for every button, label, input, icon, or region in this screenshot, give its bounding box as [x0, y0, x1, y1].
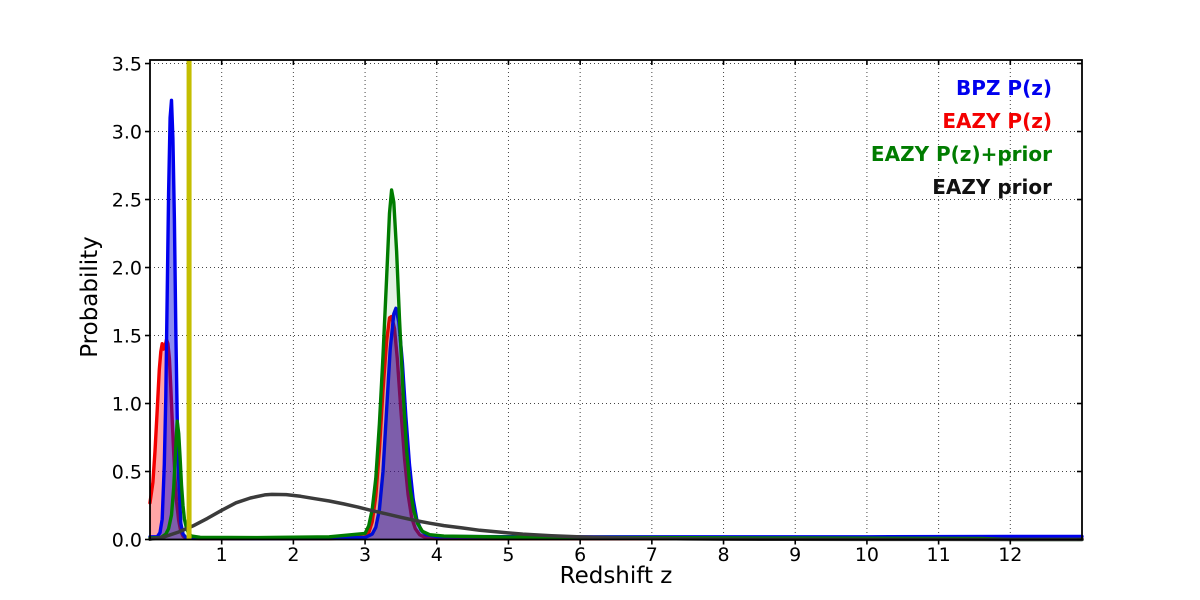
x-tick-label-4: 4: [431, 544, 443, 566]
axes-frame: [145, 59, 1083, 545]
series-fill-eazy-p-z-prior: [150, 190, 1082, 540]
y-axis-label: Probability: [77, 236, 103, 358]
y-tick-label-2.0: 2.0: [112, 258, 142, 280]
x-tick-label-5: 5: [502, 544, 514, 566]
x-tick-label-10: 10: [855, 544, 879, 566]
y-tick-label-3.5: 3.5: [112, 54, 142, 76]
x-tick-label-3: 3: [359, 544, 371, 566]
x-tick-label-8: 8: [717, 544, 729, 566]
series-line-eazy-prior: [148, 492, 1084, 542]
x-tick-label-2: 2: [287, 544, 299, 566]
y-tick-label-0.5: 0.5: [112, 462, 142, 484]
series-line-eazy-p-z: [148, 314, 1084, 541]
grid: [150, 60, 1082, 540]
legend-item-eazy-pz-prior: EAZY P(z)+prior: [870, 142, 1052, 166]
y-tick-label-2.5: 2.5: [112, 190, 142, 212]
legend-item-eazy-prior: EAZY prior: [932, 175, 1052, 199]
series-line-eazy-p-z-prior: [148, 188, 1084, 542]
tick-labels: 1 2 3 4 5 6 7 8 9 10 11 120.00.51.01.52.02.53.03.5: [112, 54, 1023, 566]
x-tick-label-12: 12: [998, 544, 1022, 566]
legend-item-bpz-pz: BPZ P(z): [956, 76, 1052, 100]
y-tick-label-1.5: 1.5: [112, 326, 142, 348]
plot-frame: [149, 59, 1083, 541]
x-tick-label-11: 11: [927, 544, 951, 566]
x-tick-label-9: 9: [789, 544, 801, 566]
y-tick-label-3.0: 3.0: [112, 122, 142, 144]
series-fill-eazy-p-z: [150, 316, 1082, 540]
x-tick-label-1: 1: [216, 544, 228, 566]
x-tick-label-7: 7: [646, 544, 658, 566]
x-tick-label-6: 6: [574, 544, 586, 566]
legend-item-eazy-pz: EAZY P(z): [942, 109, 1052, 133]
y-tick-label-0.0: 0.0: [112, 530, 142, 552]
x-axis-label: Redshift z: [559, 563, 673, 589]
y-tick-label-1.0: 1.0: [112, 394, 142, 416]
legend: BPZ P(z) EAZY P(z) EAZY P(z)+prior EAZY …: [871, 72, 1052, 204]
